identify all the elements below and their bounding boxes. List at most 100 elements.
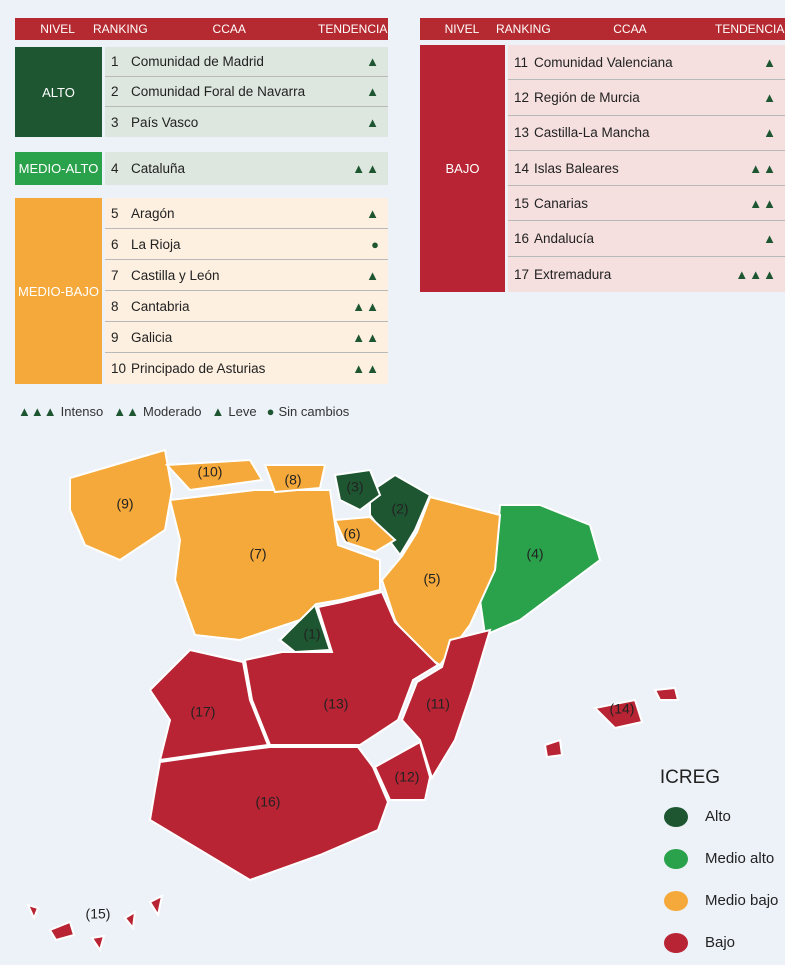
legend-label: Alto <box>705 808 731 825</box>
table-header: NIVEL RANKING CCAA TENDENCIA <box>15 18 388 40</box>
region-shape <box>400 628 492 781</box>
region-name: Extremadura <box>534 266 612 282</box>
rank: 6 <box>111 236 119 252</box>
level-cell: MEDIO-BAJO <box>15 198 102 384</box>
legend-item: ▲▲▲ Intenso <box>18 404 103 419</box>
trend: ▲▲ <box>352 298 380 314</box>
header-cell: TENDENCIA <box>715 22 785 36</box>
rank: 11 <box>514 54 529 70</box>
region-label: (2) <box>391 501 408 517</box>
region-name: Islas Baleares <box>534 160 619 176</box>
region-name: Cantabria <box>131 298 190 314</box>
region-shape <box>592 698 644 730</box>
region-shape <box>123 910 137 931</box>
table-row: 3 País Vasco ▲ <box>105 107 388 137</box>
trend: ▲▲ <box>352 161 380 176</box>
table-row: 8 Cantabria ▲▲ <box>105 291 388 322</box>
rank: 4 <box>111 161 119 176</box>
rank: 16 <box>514 231 530 247</box>
trend: ▲ <box>366 54 380 69</box>
group-bg <box>105 47 388 137</box>
trend: ▲ <box>366 84 380 99</box>
legend-item: ▲ Leve <box>212 404 257 419</box>
trend: ▲ <box>763 231 777 247</box>
region-label: (17) <box>191 704 216 720</box>
table-header: NIVEL RANKING CCAA TENDENCIA <box>420 18 785 40</box>
legend-label: Sin cambios <box>278 404 350 419</box>
level-cell: MEDIO-ALTO <box>15 152 102 185</box>
region-label: (12) <box>395 769 420 785</box>
legend-swatch <box>664 933 688 953</box>
table-row: 4 Cataluña ▲▲ <box>105 152 388 185</box>
region-name: País Vasco <box>131 114 199 130</box>
trend: ▲ <box>763 125 777 141</box>
region-label: (4) <box>526 546 543 562</box>
region-shape <box>148 746 390 882</box>
region-name: Castilla-La Mancha <box>534 125 650 141</box>
legend-label: Medio alto <box>705 850 774 867</box>
rank: 15 <box>514 195 530 211</box>
header-cell: NIVEL <box>444 22 480 36</box>
rank: 13 <box>514 125 530 141</box>
region-label: (7) <box>249 546 266 562</box>
trend: ▲▲▲ <box>735 266 777 282</box>
map: (1) (2) (3) (4) (5) (6) (7) (8) (9) (10) (11) (12) (… <box>26 448 778 953</box>
trend: ▲▲ <box>352 361 380 376</box>
region-shape <box>90 934 106 953</box>
table-row: 12 Región de Murcia ▲ <box>508 80 785 116</box>
rank: 3 <box>111 114 119 130</box>
rank: 1 <box>111 54 119 69</box>
table-row: 7 Castilla y León ▲ <box>105 260 388 291</box>
trend: ▲▲ <box>352 329 380 345</box>
rank: 9 <box>111 329 119 345</box>
table-row: 11 Comunidad Valenciana ▲ <box>508 45 785 81</box>
rank: 17 <box>514 266 530 282</box>
rank: 5 <box>111 205 119 221</box>
rank: 14 <box>514 160 530 176</box>
region-label: (15) <box>86 906 111 922</box>
table-row: 13 Castilla-La Mancha ▲ <box>508 116 785 151</box>
table-row: 2 Comunidad Foral de Navarra ▲ <box>105 77 388 107</box>
table-row: 15 Canarias ▲▲ <box>508 186 785 222</box>
region-shape <box>48 920 76 942</box>
region-shape <box>148 648 270 762</box>
legend-swatch <box>664 849 688 869</box>
region-shape <box>543 738 564 759</box>
header-cell: RANKING <box>496 22 551 36</box>
trend: ▲ <box>366 114 380 130</box>
trend: ● <box>371 236 380 252</box>
legend-label: Medio bajo <box>705 892 778 909</box>
table-row: 10 Principado de Asturias ▲▲ <box>105 353 388 384</box>
table-row: 9 Galicia ▲▲ <box>105 322 388 353</box>
region-name: Cataluña <box>131 161 186 176</box>
region-name: La Rioja <box>131 236 181 252</box>
region-name: Andalucía <box>534 231 595 247</box>
legend-label: Bajo <box>705 934 735 951</box>
group-bg <box>105 198 388 384</box>
rank: 8 <box>111 298 119 314</box>
header-cell: TENDENCIA <box>318 22 388 36</box>
legend-title: ICREG <box>660 767 720 788</box>
rank: 10 <box>111 361 127 376</box>
legend-symbol: ● <box>266 404 275 419</box>
region-label: (14) <box>610 701 635 717</box>
region-name: Galicia <box>131 329 173 345</box>
legend-swatch <box>664 807 688 827</box>
header-cell: CCAA <box>613 22 647 36</box>
trend: ▲▲ <box>749 195 777 211</box>
region-name: Canarias <box>534 195 589 211</box>
header-cell: RANKING <box>93 22 148 36</box>
trend: ▲ <box>366 205 380 221</box>
trend-legend: ▲▲▲ Intenso ▲▲ Moderado ▲ Leve ● Sin cambios <box>18 404 359 419</box>
region-shape <box>373 740 432 801</box>
region-name: Castilla y León <box>131 267 220 283</box>
legend-item: ▲▲ Moderado <box>113 404 201 419</box>
region-label: (10) <box>198 464 223 480</box>
region-shape <box>69 448 174 562</box>
level-cell: ALTO <box>15 47 102 137</box>
legend-symbol: ▲ <box>211 404 225 419</box>
region-shape <box>333 468 382 512</box>
group-bg <box>508 45 785 293</box>
rank: 12 <box>514 89 530 105</box>
legend-item: ● Sin cambios <box>267 404 350 419</box>
